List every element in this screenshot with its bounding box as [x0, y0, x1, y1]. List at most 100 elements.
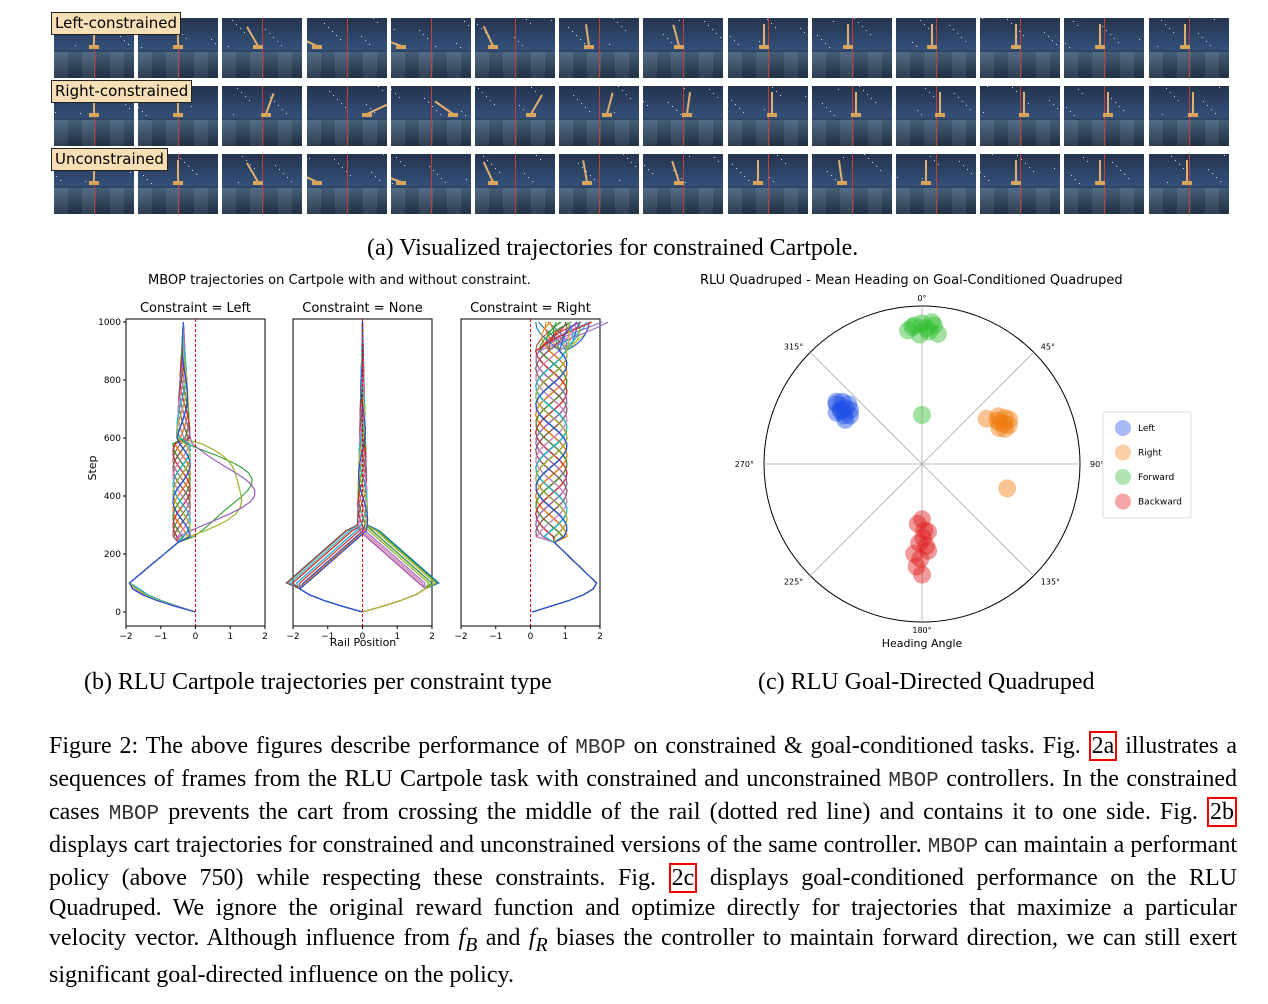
heading-point	[905, 544, 924, 563]
y-tick-label: 200	[104, 550, 121, 560]
heading-point	[995, 414, 1014, 433]
heading-point	[827, 403, 846, 422]
cartpole-frame	[559, 154, 640, 214]
x-tick-label: −2	[119, 632, 132, 642]
angle-tick-label: 270°	[735, 460, 754, 469]
legend: Left Right Forward Backward	[1102, 411, 1192, 519]
cartpole-frame	[475, 154, 555, 214]
caption-text: The above figures describe performance o…	[138, 733, 576, 759]
angle-tick-label: 0°	[917, 294, 926, 303]
polar-x-label: Heading Angle	[882, 637, 963, 650]
math-f: f	[528, 925, 536, 951]
heading-point	[835, 406, 854, 425]
cartpole-frame	[811, 86, 892, 146]
figure-ref-2c-link[interactable]: 2c	[668, 863, 698, 893]
x-tick-label: 2	[262, 632, 268, 642]
trajectory-line	[298, 321, 369, 613]
cartpole-frame	[222, 154, 303, 214]
math-sub: R	[535, 933, 548, 956]
cartpole-frame	[727, 18, 808, 78]
heading-point	[914, 529, 933, 548]
panel-c-caption: (c) RLU Goal-Directed Quadruped	[758, 669, 1095, 695]
cartpole-frame	[811, 154, 892, 214]
cartpole-frame	[222, 86, 303, 146]
caption-text: can maintain a performant policy (above …	[49, 832, 1237, 891]
caption-text: biases the controller to maintain forwar…	[49, 925, 1238, 988]
panel-b-caption: (b) RLU Cartpole trajectories per constr…	[84, 669, 552, 695]
legend-label: Backward	[1138, 498, 1182, 508]
cartpole-frame	[896, 18, 976, 78]
x-tick-label: 0	[193, 632, 199, 642]
trajectory-line	[358, 321, 437, 613]
angle-tick-label: 180°	[912, 626, 931, 635]
heading-point	[913, 565, 931, 584]
cartpole-frame	[727, 86, 808, 146]
trajectory-line	[358, 321, 437, 613]
caption-text: displays cart trajectories for constrain…	[49, 832, 928, 858]
row-label: Right-constrained	[51, 80, 193, 103]
cartpole-frame	[306, 86, 387, 146]
y-axis-label: Step	[86, 455, 99, 480]
heading-point	[995, 409, 1014, 427]
cartpole-frame	[475, 86, 555, 146]
y-tick-label: 0	[115, 608, 121, 618]
heading-point	[839, 395, 858, 414]
heading-point	[913, 314, 931, 333]
heading-point	[832, 402, 851, 421]
heading-point	[915, 521, 934, 540]
trajectory-line	[532, 321, 598, 613]
heading-point	[833, 392, 852, 411]
heading-point	[827, 392, 846, 411]
angle-tick-label: 225°	[784, 577, 803, 586]
x-tick-label: 0	[528, 632, 534, 642]
heading-point	[998, 479, 1017, 498]
cartpole-frame	[896, 86, 976, 146]
subplot-title: Constraint = Left	[140, 301, 251, 316]
trajectory-line	[357, 321, 427, 613]
heading-point	[925, 316, 944, 335]
x-tick-label: −1	[489, 632, 502, 642]
cartpole-frame	[1064, 18, 1145, 78]
cartpole-frame	[390, 154, 471, 214]
trajectory-line	[357, 322, 439, 613]
cartpole-frame	[390, 18, 471, 78]
heading-point	[905, 316, 924, 335]
method-name: MBOP	[888, 770, 939, 793]
figure-ref-2b-link[interactable]: 2b	[1207, 797, 1238, 827]
quadruped-polar-chart: 0° 45° 90° 135° 180° 225° 270° 315° Heading Ang…	[735, 294, 1192, 650]
legend-box	[1102, 411, 1192, 519]
y-tick-label: 600	[104, 434, 121, 444]
trajectory-line	[285, 321, 368, 613]
heading-point	[831, 400, 850, 419]
cartpole-frame	[222, 18, 303, 78]
heading-point	[911, 549, 930, 568]
caption-text: controllers. In the constrained cases	[49, 766, 1237, 825]
heading-point	[918, 522, 937, 541]
heading-point	[899, 321, 917, 340]
caption-text: displays goal-conditioned performance on…	[49, 865, 1237, 951]
row-unconstrained: Unconstrained	[51, 148, 1232, 216]
heading-point	[919, 541, 938, 560]
y-tick-label: 400	[104, 492, 121, 502]
trajectory-line	[128, 321, 256, 613]
figure-ref-2a-link[interactable]: 2a	[1088, 731, 1118, 761]
cartpole-frame	[896, 154, 976, 214]
panel-b-title: MBOP trajectories on Cartpole with and w…	[148, 273, 531, 288]
cartpole-frame	[643, 86, 724, 146]
caption-text: prevents the cart from crossing the midd…	[159, 799, 1208, 825]
cartpole-frame	[475, 18, 555, 78]
cartpole-frame	[306, 18, 387, 78]
heading-point	[913, 406, 931, 424]
x-tick-label: 0	[360, 632, 366, 642]
trajectory-line	[128, 321, 256, 613]
y-tick-label: 1000	[98, 318, 121, 328]
heading-point	[910, 534, 929, 552]
cartpole-trajectory-chart: Constraint = Left−2 −1 0 1 20200400600800100…	[86, 301, 609, 649]
row-label: Left-constrained	[51, 12, 182, 35]
x-tick-label: −2	[454, 632, 467, 642]
cartpole-frame	[643, 154, 724, 214]
trajectory-line	[296, 321, 368, 613]
legend-marker	[1115, 444, 1131, 461]
cartpole-frame	[1148, 86, 1229, 146]
heading-point	[990, 418, 1009, 437]
